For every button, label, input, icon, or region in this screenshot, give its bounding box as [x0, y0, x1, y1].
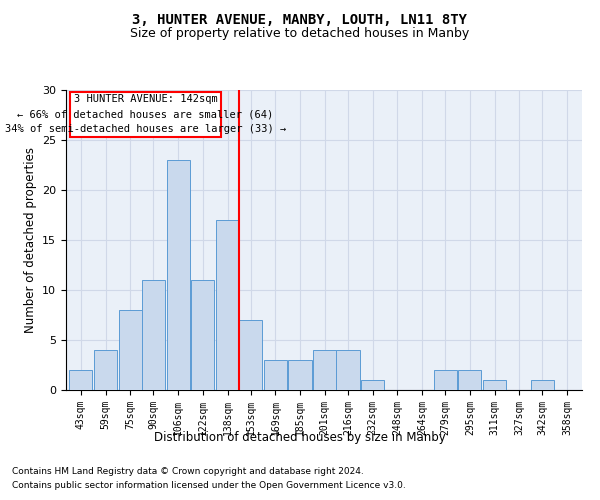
- FancyBboxPatch shape: [70, 92, 221, 137]
- Text: 34% of semi-detached houses are larger (33) →: 34% of semi-detached houses are larger (…: [5, 124, 286, 134]
- Bar: [458, 370, 481, 390]
- Bar: [434, 370, 457, 390]
- Bar: [531, 380, 554, 390]
- Bar: [167, 160, 190, 390]
- Text: ← 66% of detached houses are smaller (64): ← 66% of detached houses are smaller (64…: [17, 110, 274, 120]
- Bar: [264, 360, 287, 390]
- Y-axis label: Number of detached properties: Number of detached properties: [23, 147, 37, 333]
- Bar: [361, 380, 384, 390]
- Bar: [69, 370, 92, 390]
- Bar: [216, 220, 239, 390]
- Text: Contains HM Land Registry data © Crown copyright and database right 2024.: Contains HM Land Registry data © Crown c…: [12, 467, 364, 476]
- Bar: [142, 280, 165, 390]
- Bar: [119, 310, 142, 390]
- Bar: [337, 350, 359, 390]
- Bar: [313, 350, 337, 390]
- Text: 3, HUNTER AVENUE, MANBY, LOUTH, LN11 8TY: 3, HUNTER AVENUE, MANBY, LOUTH, LN11 8TY: [133, 12, 467, 26]
- Text: Distribution of detached houses by size in Manby: Distribution of detached houses by size …: [154, 431, 446, 444]
- Bar: [289, 360, 311, 390]
- Text: Contains public sector information licensed under the Open Government Licence v3: Contains public sector information licen…: [12, 481, 406, 490]
- Text: Size of property relative to detached houses in Manby: Size of property relative to detached ho…: [130, 28, 470, 40]
- Bar: [94, 350, 117, 390]
- Bar: [191, 280, 214, 390]
- Text: 3 HUNTER AVENUE: 142sqm: 3 HUNTER AVENUE: 142sqm: [74, 94, 217, 104]
- Bar: [483, 380, 506, 390]
- Bar: [239, 320, 262, 390]
